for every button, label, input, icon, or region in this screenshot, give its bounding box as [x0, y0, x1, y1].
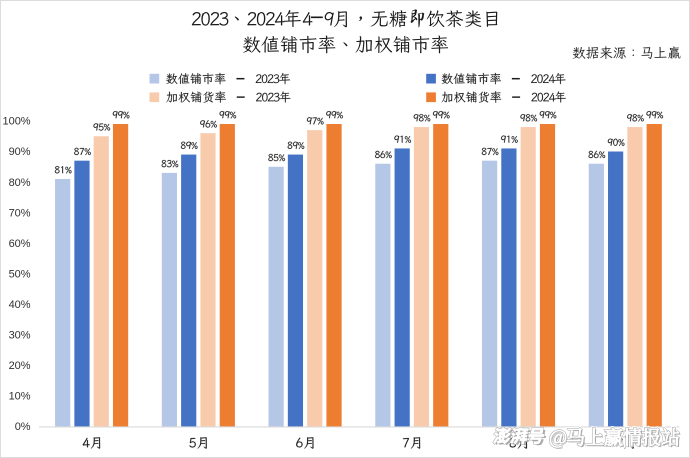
svg-text:90%: 90%: [9, 146, 31, 158]
svg-text:30%: 30%: [9, 330, 31, 342]
svg-text:20%: 20%: [9, 360, 31, 372]
svg-text:10%: 10%: [9, 391, 31, 403]
svg-text:60%: 60%: [9, 238, 31, 250]
svg-text:40%: 40%: [9, 299, 31, 311]
svg-text:70%: 70%: [9, 207, 31, 219]
svg-text:50%: 50%: [9, 268, 31, 280]
svg-text:0%: 0%: [15, 421, 31, 433]
svg-text:80%: 80%: [9, 177, 31, 189]
svg-text:100%: 100%: [2, 116, 30, 128]
